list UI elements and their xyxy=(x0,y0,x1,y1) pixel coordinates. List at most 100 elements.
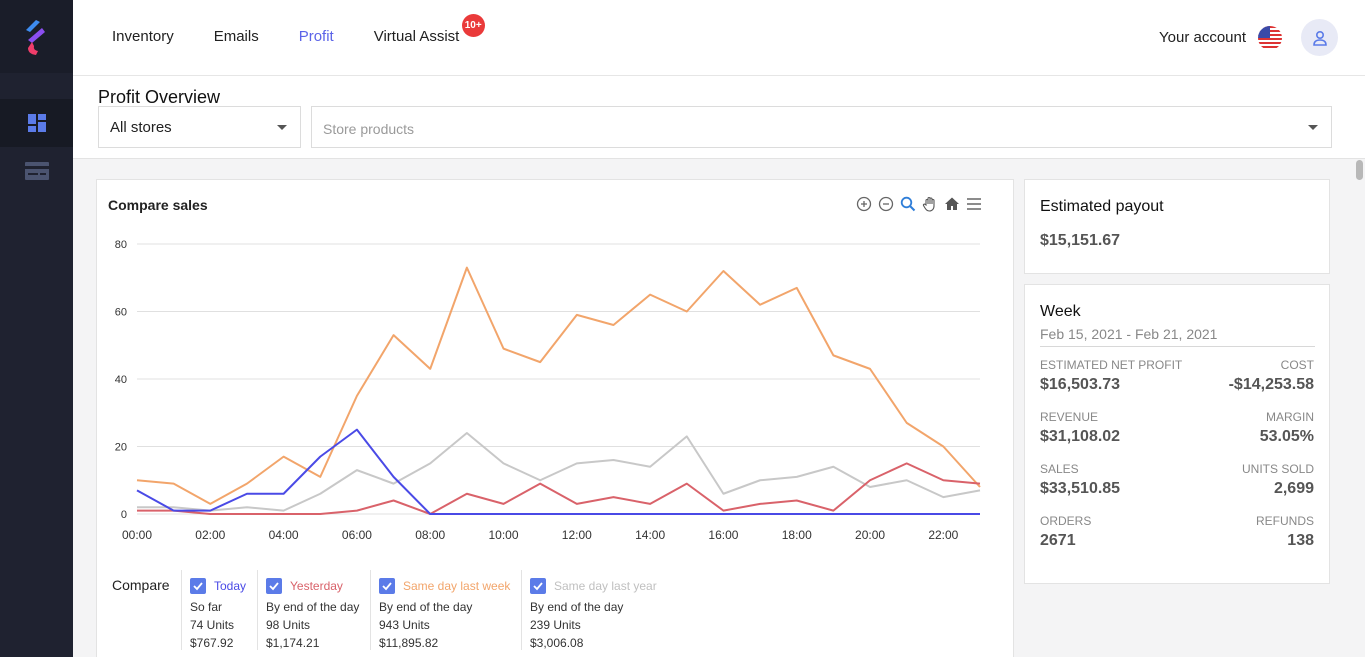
sales-value: $33,510.85 xyxy=(1040,480,1121,497)
store-select-value: All stores xyxy=(110,119,172,136)
your-account-link[interactable]: Your account xyxy=(1159,29,1247,46)
y-tick-label: 0 xyxy=(121,509,127,521)
nav-inventory[interactable]: Inventory xyxy=(112,28,174,45)
week-date-range: Feb 15, 2021 - Feb 21, 2021 xyxy=(1040,326,1315,347)
zoom-in-icon xyxy=(856,196,872,212)
margin-value: 53.05% xyxy=(1259,428,1314,445)
store-select[interactable]: All stores xyxy=(98,106,301,148)
reset-zoom-button[interactable] xyxy=(943,195,961,213)
nav-profit[interactable]: Profit xyxy=(298,28,334,45)
checkmark-icon xyxy=(193,582,203,591)
x-tick-label: 16:00 xyxy=(708,528,738,542)
store-products-select[interactable]: Store products xyxy=(311,106,1332,148)
x-tick-label: 04:00 xyxy=(269,528,299,542)
payout-title: Estimated payout xyxy=(1040,198,1164,215)
sales-label: SALES xyxy=(1040,462,1079,476)
zoom-in-button[interactable] xyxy=(855,195,873,213)
legend-item-yesterday: Yesterday By end of the day 98 Units $1,… xyxy=(257,570,367,650)
magnifier-icon xyxy=(900,196,916,212)
yesterday-checkbox[interactable] xyxy=(266,578,282,594)
top-navbar: Inventory Emails Profit Virtual Assist 1… xyxy=(73,0,1365,76)
cost-label: COST xyxy=(1280,358,1314,372)
chevron-down-icon xyxy=(1308,125,1318,130)
x-tick-label: 12:00 xyxy=(562,528,592,542)
revenue-value: $31,108.02 xyxy=(1040,428,1121,445)
y-tick-label: 60 xyxy=(115,307,127,319)
legend-units: 943 Units xyxy=(379,618,430,632)
x-tick-label: 08:00 xyxy=(415,528,445,542)
pan-button[interactable] xyxy=(921,195,939,213)
chevron-down-icon xyxy=(277,125,287,130)
notification-badge: 10+ xyxy=(461,14,485,37)
chart-menu-button[interactable] xyxy=(965,195,983,213)
legend-amount: $767.92 xyxy=(190,636,234,650)
zoom-out-button[interactable] xyxy=(877,195,895,213)
y-tick-label: 40 xyxy=(115,374,127,386)
sales-line-chart: 0 20 40 60 80 00:00 02:00 04:00 06:00 08:00 10:00 1… xyxy=(115,239,981,542)
week-summary-card: Week Feb 15, 2021 - Feb 21, 2021 ESTIMAT… xyxy=(1024,284,1330,584)
main-nav: Inventory Emails Profit Virtual Assist 1… xyxy=(112,14,499,48)
legend-units: 74 Units xyxy=(190,618,235,632)
legend-name: Yesterday xyxy=(290,579,343,593)
home-icon xyxy=(945,197,959,210)
estimated-payout-card: Estimated payout $15,151.67 xyxy=(1024,179,1330,274)
zoom-out-icon xyxy=(878,196,894,212)
last-week-checkbox[interactable] xyxy=(379,578,395,594)
chart-toolbar xyxy=(855,195,983,213)
today-checkbox[interactable] xyxy=(190,578,206,594)
refunds-label: REFUNDS xyxy=(1255,514,1314,528)
x-tick-label: 14:00 xyxy=(635,528,665,542)
legend-note: So far xyxy=(190,600,223,614)
net-profit-label: ESTIMATED NET PROFIT xyxy=(1040,358,1183,372)
x-tick-label: 10:00 xyxy=(489,528,519,542)
units-sold-value: 2,699 xyxy=(1273,480,1314,497)
legend-note: By end of the day xyxy=(266,600,360,614)
legend-item-same-day-last-week: Same day last week By end of the day 943… xyxy=(370,570,520,650)
legend-note: By end of the day xyxy=(379,600,473,614)
user-avatar-button[interactable] xyxy=(1301,19,1338,56)
series-line-today xyxy=(136,428,980,515)
y-tick-label: 80 xyxy=(115,239,127,251)
x-tick-label: 20:00 xyxy=(855,528,885,542)
cost-value: -$14,253.58 xyxy=(1228,376,1314,393)
x-tick-label: 06:00 xyxy=(342,528,372,542)
page-scrollbar-thumb[interactable] xyxy=(1356,160,1363,180)
legend-units: 98 Units xyxy=(266,618,311,632)
sidebar xyxy=(0,0,73,657)
y-tick-label: 20 xyxy=(115,442,127,454)
page-title: Profit Overview xyxy=(98,87,221,107)
x-tick-label: 00:00 xyxy=(122,528,152,542)
us-flag-icon[interactable] xyxy=(1258,26,1282,50)
checkmark-icon xyxy=(269,582,279,591)
series-line-same-day-last-year xyxy=(137,432,981,512)
revenue-label: REVENUE xyxy=(1040,410,1099,424)
selection-zoom-button[interactable] xyxy=(899,195,917,213)
legend-amount: $11,895.82 xyxy=(379,636,439,650)
nav-emails[interactable]: Emails xyxy=(213,28,259,45)
refunds-value: 138 xyxy=(1287,532,1314,549)
checkmark-icon xyxy=(533,582,543,591)
compare-label: Compare xyxy=(112,577,170,593)
last-year-checkbox[interactable] xyxy=(530,578,546,594)
legend-note: By end of the day xyxy=(530,600,624,614)
legend-amount: $3,006.08 xyxy=(530,636,584,650)
page-header: Profit Overview All stores Store product… xyxy=(73,76,1365,159)
app-logo-icon xyxy=(26,20,45,55)
logo-area xyxy=(0,0,73,73)
margin-label: MARGIN xyxy=(1266,410,1314,424)
net-profit-value: $16,503.73 xyxy=(1040,376,1121,393)
compare-sales-card: Compare sales 0 20 40 60 80 00:00 02:00 04:00 06… xyxy=(96,179,1014,657)
sidebar-item-billing[interactable] xyxy=(0,147,73,195)
legend-name: Today xyxy=(214,579,247,593)
legend-item-same-day-last-year: Same day last year By end of the day 239… xyxy=(521,570,671,650)
chart-title: Compare sales xyxy=(108,197,208,213)
legend-name: Same day last year xyxy=(554,579,657,593)
menu-icon xyxy=(967,198,981,210)
sidebar-item-dashboard[interactable] xyxy=(0,99,73,147)
week-title: Week xyxy=(1040,303,1081,320)
nav-virtual-assist-label: Virtual Assist xyxy=(373,28,460,45)
legend-name: Same day last week xyxy=(403,579,511,593)
nav-virtual-assist[interactable]: Virtual Assist 10+ xyxy=(373,14,485,48)
payout-value: $15,151.67 xyxy=(1040,232,1121,249)
card-icon xyxy=(24,162,49,180)
